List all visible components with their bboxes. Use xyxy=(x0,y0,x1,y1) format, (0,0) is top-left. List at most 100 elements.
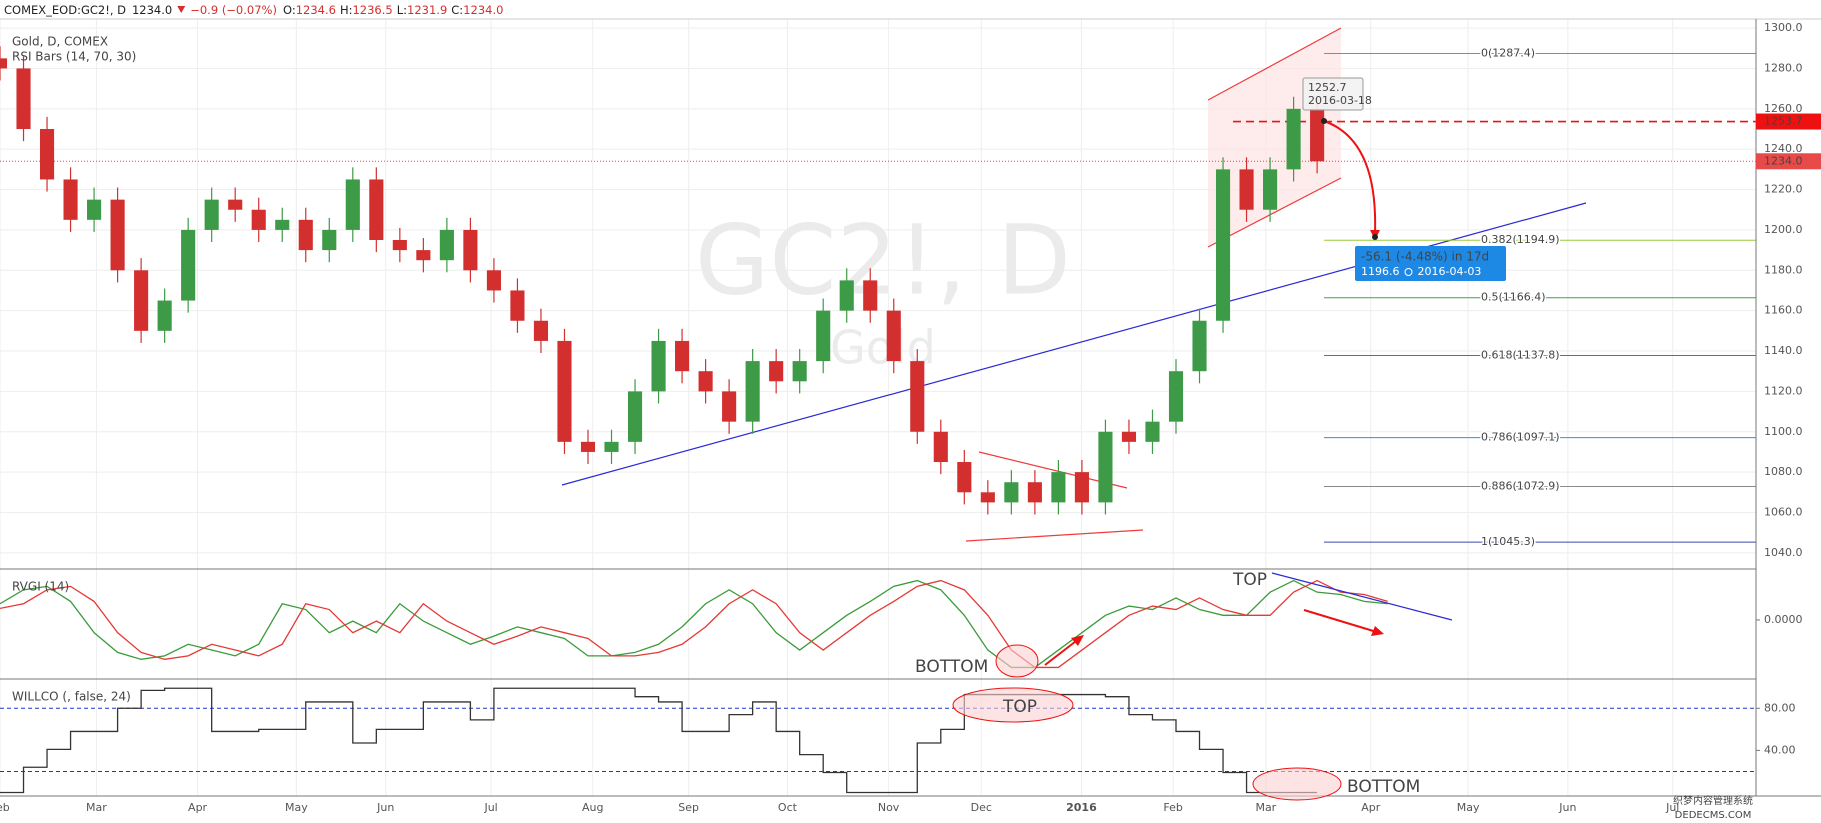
ohlc-value: 1236.5 xyxy=(352,3,392,17)
arrow-head xyxy=(1071,635,1084,646)
candle-body xyxy=(275,219,290,230)
ohlc-value: 1234.6 xyxy=(296,3,336,17)
candle-body xyxy=(580,441,596,452)
willco-pane xyxy=(0,687,1756,794)
tooltip-box xyxy=(1302,77,1364,111)
candle-body xyxy=(769,361,784,382)
candle-body xyxy=(792,361,807,382)
annotation: TOP xyxy=(1002,697,1037,717)
arrow xyxy=(1044,637,1081,666)
annotation: BOTTOM xyxy=(1347,777,1420,797)
candle-body xyxy=(416,250,431,261)
candle-body xyxy=(39,129,55,180)
annotation: BOTTOM xyxy=(915,657,988,677)
candle-body xyxy=(886,310,901,362)
chart-title: Gold, D, COMEX xyxy=(12,35,108,49)
candle-body xyxy=(345,179,360,230)
chart-subtitle: RSI Bars (14, 70, 30) xyxy=(12,50,136,64)
candle-body xyxy=(533,320,549,341)
candle-body xyxy=(110,199,125,271)
candle-body xyxy=(980,492,995,503)
candle-body xyxy=(1239,169,1254,210)
candle-body xyxy=(228,199,243,210)
y-tick-label: 0.0000 xyxy=(1764,613,1803,626)
x-tick-label: Sep xyxy=(678,801,699,814)
candle-body xyxy=(181,229,196,301)
candle-body xyxy=(604,441,619,452)
candle-body xyxy=(134,270,149,331)
y-tick-label: 1220.0 xyxy=(1764,183,1803,196)
pane-title: WILLCO (, false, 24) xyxy=(12,690,131,704)
fib-label: 0.786(1097.1) xyxy=(1481,431,1560,444)
down-arrow-icon xyxy=(177,6,186,13)
x-tick-label: Mar xyxy=(86,801,107,814)
candle-body xyxy=(698,371,713,392)
candle-body xyxy=(157,300,172,331)
x-tick-label: Dec xyxy=(971,801,992,814)
y-tick-label: 1300.0 xyxy=(1764,21,1803,34)
ohlc-key: C: xyxy=(451,3,463,17)
candle-body xyxy=(392,240,407,251)
ohlc-key: O: xyxy=(283,3,296,17)
candle-body xyxy=(1310,108,1325,162)
x-tick-label: Jul xyxy=(483,801,497,814)
candle-body xyxy=(510,290,525,321)
rvgi-pane xyxy=(0,579,1388,669)
candle-body xyxy=(1027,482,1042,503)
candle-body xyxy=(322,229,337,251)
y-tick-label: 80.00 xyxy=(1764,701,1796,714)
x-tick-label: Jul xyxy=(1665,801,1679,814)
candle-body xyxy=(745,361,760,422)
last: 1234.0 xyxy=(132,3,172,17)
x-tick-label: Feb xyxy=(1163,801,1182,814)
x-tick-label: Jun xyxy=(376,801,394,814)
x-tick-label: Aug xyxy=(582,801,603,814)
candle-body xyxy=(1286,108,1301,170)
candle-body xyxy=(1098,431,1113,503)
annotation-ellipse xyxy=(995,644,1039,678)
x-tick-label: Nov xyxy=(878,801,900,814)
x-tick-label: 2016 xyxy=(1066,801,1097,814)
candle-body xyxy=(675,340,690,372)
site-watermark: 织梦内容管理系统 xyxy=(1673,794,1753,807)
change: −0.9 (−0.07%) xyxy=(190,3,277,17)
projection-target: 1196.6 2016-04-03 xyxy=(1361,265,1481,278)
candle-body xyxy=(1263,169,1278,210)
candle-body xyxy=(16,68,31,129)
candle-body xyxy=(1168,371,1184,422)
candle-body xyxy=(63,179,78,220)
header: COMEX_EOD:GC2!, D 1234.0 −0.9 (−0.07%) O:12… xyxy=(4,3,503,17)
candle-body xyxy=(486,270,501,291)
x-tick-label: Jun xyxy=(1558,801,1576,814)
candle-body xyxy=(1051,472,1066,503)
y-tick-label: 1140.0 xyxy=(1764,344,1803,357)
candle-body xyxy=(933,431,948,463)
ohlc-key: L: xyxy=(397,3,407,17)
y-tick-label: 1180.0 xyxy=(1764,263,1803,276)
series-line xyxy=(0,579,1388,669)
candle-body xyxy=(204,199,219,230)
candle-body xyxy=(0,58,8,69)
candle-body xyxy=(463,229,478,271)
series-line xyxy=(0,687,1318,794)
annotation-ellipse xyxy=(952,687,1074,723)
x-tick-label: May xyxy=(1457,801,1480,814)
fib-label: 0.618(1137.8) xyxy=(1481,348,1560,361)
site-watermark: DEDECMS.COM xyxy=(1675,810,1752,821)
candle-body xyxy=(1074,472,1089,503)
y-tick-label: 1100.0 xyxy=(1764,425,1803,438)
anchor-point xyxy=(1372,234,1378,240)
price-pane xyxy=(0,46,1756,543)
arrow xyxy=(1303,609,1381,634)
projection-box xyxy=(1355,246,1506,281)
candle-body xyxy=(251,209,266,230)
x-tick-label: May xyxy=(285,801,308,814)
candle-body xyxy=(627,391,643,442)
fib-label: 1(1045.3) xyxy=(1481,535,1535,548)
candle-body xyxy=(910,361,925,432)
price-tag-label: 1253.7 xyxy=(1764,115,1803,128)
fib-label: 0.382(1194.9) xyxy=(1481,233,1560,246)
channel-lower xyxy=(1207,177,1342,248)
candle-body xyxy=(863,280,878,311)
projection-date: 2016-04-03 xyxy=(1418,265,1482,278)
